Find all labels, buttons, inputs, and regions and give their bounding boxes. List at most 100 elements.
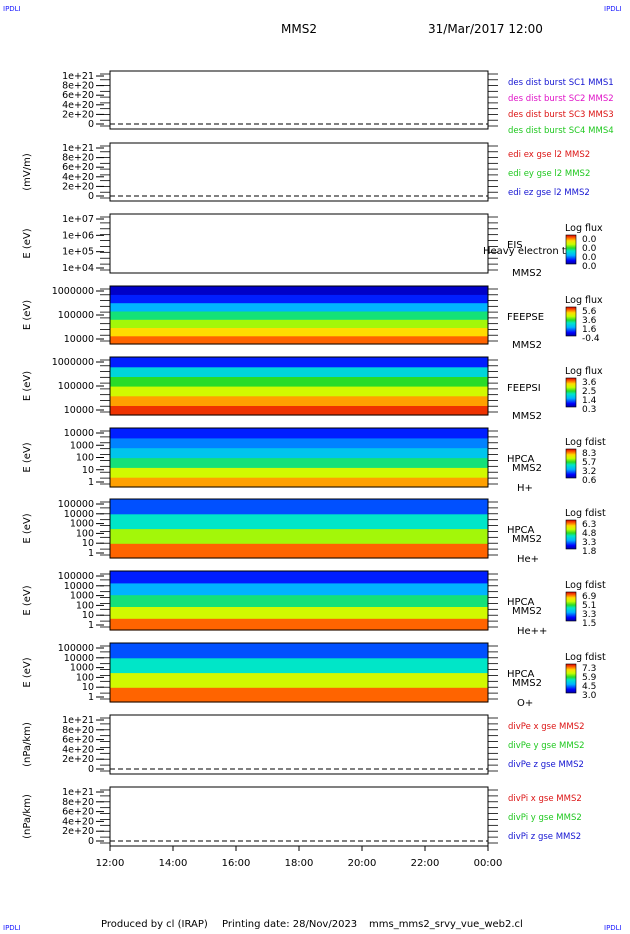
spectrogram-band (110, 582, 488, 596)
y-tick-label: 1e+07 (62, 214, 94, 225)
y-tick-label: 100 (76, 672, 94, 683)
colorbar-value: 6.3 (582, 520, 596, 530)
y-tick-label: 10 (82, 538, 94, 549)
legend-entry: divPe z gse MMS2 (508, 760, 584, 770)
species-label: H+ (517, 483, 533, 494)
spectrogram-band (110, 294, 488, 304)
colorbar-value: 1.6 (582, 325, 597, 335)
colorbar-title: Log fdist (565, 437, 606, 448)
spectrogram-band (110, 286, 488, 295)
footer-printing-date: Printing date: 28/Nov/2023 (222, 919, 358, 930)
spacecraft-label: MMS2 (512, 678, 542, 689)
colorbar-value: 6.9 (582, 592, 597, 602)
y-tick-label: 1e+21 (62, 715, 94, 726)
y-axis-label: E (eV) (22, 513, 33, 543)
y-tick-label: 1 (88, 692, 94, 703)
spectrogram-band (110, 428, 488, 439)
spectrogram-band (110, 643, 488, 659)
legend-entry: divPi y gse MMS2 (508, 813, 582, 823)
colorbar-value: 1.5 (582, 619, 596, 629)
y-tick-label: 1000 (70, 440, 94, 451)
colorbar-value: 5.7 (582, 458, 596, 468)
spectrogram-band (110, 405, 488, 416)
spectrogram-band (110, 467, 488, 478)
corner-mark-top-right: IPDLI (604, 5, 622, 13)
colorbar-value: 8.3 (582, 449, 596, 459)
colorbar-value: 3.0 (582, 691, 597, 701)
colorbar-value: -0.4 (582, 334, 600, 344)
colorbar (565, 519, 577, 550)
colorbar-value: 0.0 (582, 262, 597, 272)
x-tick-label: 16:00 (222, 858, 251, 869)
colorbar (565, 306, 577, 337)
colorbar-value: 3.3 (582, 538, 596, 548)
y-axis-label: (nPa/km) (22, 794, 33, 839)
colorbar-value: 3.2 (582, 467, 596, 477)
spacecraft-label: MMS2 (512, 340, 542, 351)
colorbar-value: 5.6 (582, 307, 597, 317)
y-tick-label: 100000 (58, 499, 94, 510)
y-tick-label: 8e+20 (62, 81, 94, 92)
y-axis-label: (nPa/km) (22, 722, 33, 767)
y-tick-label: 0 (88, 764, 94, 775)
y-tick-label: 10000 (64, 653, 94, 664)
y-tick-label: 4e+20 (62, 744, 94, 755)
species-label: He++ (517, 626, 547, 637)
footer-producer: Produced by cl (IRAP) (101, 919, 208, 930)
colorbar-value: 1.4 (582, 396, 597, 406)
spacecraft-label: MMS2 (512, 463, 542, 474)
colorbar-value: 3.6 (582, 316, 597, 326)
panel-frame (109, 142, 489, 202)
instrument-label: FEEPSI (507, 383, 541, 394)
y-tick-label: 6e+20 (62, 162, 94, 173)
colorbar-value: 5.1 (582, 601, 596, 611)
spectrogram-band (110, 327, 488, 337)
x-tick-label: 00:00 (474, 858, 503, 869)
y-tick-label: 6e+20 (62, 90, 94, 101)
colorbar-value: 0.0 (582, 253, 597, 263)
colorbar-value: 3.3 (582, 610, 596, 620)
spectrogram-band (110, 395, 488, 406)
spacecraft-label: MMS2 (512, 606, 542, 617)
y-axis-label: E (eV) (22, 585, 33, 615)
spacecraft-title: MMS2 (281, 22, 317, 36)
legend-entry: divPe x gse MMS2 (508, 722, 585, 732)
instrument-label: HPCA (507, 597, 535, 608)
y-tick-label: 2e+20 (62, 826, 94, 837)
y-tick-label: 10000 (64, 334, 94, 345)
spectrogram-band (110, 571, 488, 584)
colorbar-value: 0.0 (582, 244, 597, 254)
spectrogram-band (110, 528, 488, 544)
panel-feeps-e: 1000000 100000 10000 E (eV) FEEPSE MMS2 Log fl… (22, 285, 603, 351)
spectrogram-band (110, 618, 488, 631)
y-tick-label: 2e+20 (62, 181, 94, 192)
colorbar (565, 234, 577, 265)
y-tick-label: 1e+05 (62, 247, 94, 258)
species-label: O+ (517, 698, 533, 709)
y-axis-label: E (eV) (22, 228, 33, 258)
x-tick-label: 22:00 (411, 858, 440, 869)
panel-frame (109, 356, 489, 416)
legend-entry: des dist burst SC4 MMS4 (508, 126, 614, 136)
y-axis-label: E (eV) (22, 442, 33, 472)
y-tick-label: 1e+06 (62, 230, 94, 241)
y-tick-label: 8e+20 (62, 797, 94, 808)
y-tick-label: 100 (76, 453, 94, 464)
spacecraft-label: MMS2 (512, 411, 542, 422)
y-tick-label: 100000 (58, 571, 94, 582)
legend-entry: des dist burst SC2 MMS2 (508, 94, 614, 104)
spectrogram-band (110, 657, 488, 674)
instrument-label: HPCA (507, 669, 535, 680)
panel-frame (109, 213, 489, 274)
instrument-label: HPCA (507, 525, 535, 536)
panel-frame (109, 570, 489, 631)
y-tick-label: 1e+21 (62, 787, 94, 798)
colorbar-value: 5.9 (582, 673, 597, 683)
y-tick-label: 100000 (58, 310, 94, 321)
panel-frame (109, 427, 489, 488)
y-tick-label: 2e+20 (62, 109, 94, 120)
y-tick-label: 1 (88, 548, 94, 559)
panel-frame (109, 285, 489, 345)
